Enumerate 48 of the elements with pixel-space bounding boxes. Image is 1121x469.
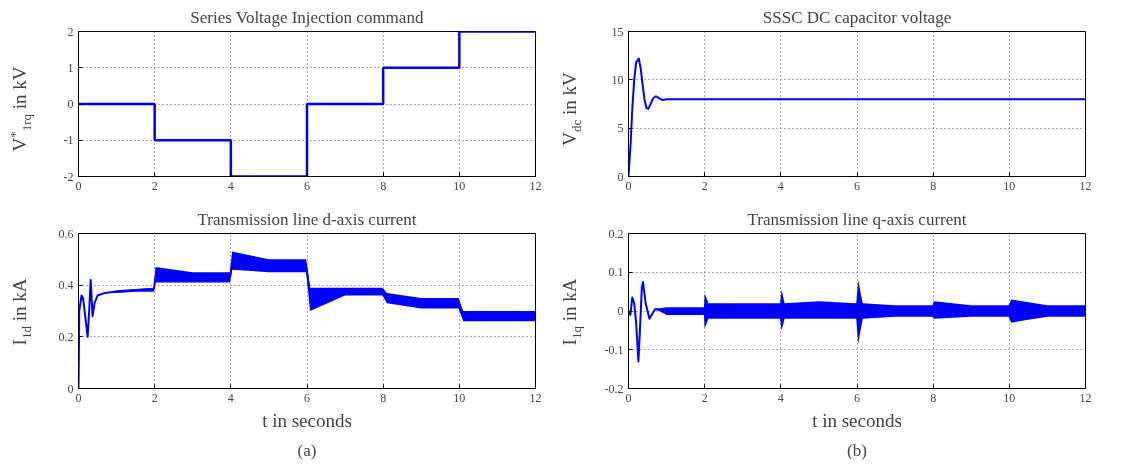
x-tick-label: 8 bbox=[380, 178, 387, 193]
x-tick-label: 8 bbox=[930, 178, 937, 193]
y-tick-label: 0.1 bbox=[608, 265, 624, 280]
y-tick-label: 0.2 bbox=[58, 329, 74, 344]
x-tick-label: 2 bbox=[701, 390, 708, 405]
y-tick-label: -1 bbox=[63, 133, 74, 148]
y-tick-label: 0.6 bbox=[58, 226, 74, 241]
x-tick-label: 4 bbox=[227, 178, 234, 193]
y-tick-label: 0 bbox=[617, 304, 624, 318]
x-tick-label: 4 bbox=[227, 390, 234, 405]
x-axis-title: t in seconds bbox=[812, 409, 902, 431]
x-tick-label: 4 bbox=[777, 390, 784, 405]
x-tick-label: 6 bbox=[854, 178, 860, 193]
x-tick-label: 12 bbox=[1079, 178, 1092, 193]
x-tick-label: 12 bbox=[529, 178, 542, 193]
y-tick-label: 2 bbox=[67, 24, 74, 39]
x-tick-label: 2 bbox=[151, 178, 158, 193]
chart-title: Transmission line d-axis current bbox=[197, 209, 417, 229]
text: (b) bbox=[847, 440, 867, 460]
y-tick-label: 10 bbox=[611, 72, 624, 87]
x-tick-label: 4 bbox=[777, 178, 784, 193]
text: (a) bbox=[297, 440, 317, 460]
y-tick-label: -0.1 bbox=[604, 342, 624, 357]
y-tick-label: 0.4 bbox=[58, 278, 74, 293]
x-tick-label: 12 bbox=[1079, 390, 1092, 405]
y-tick-label: 0.2 bbox=[608, 226, 624, 241]
x-tick-label: 10 bbox=[1003, 390, 1016, 405]
chart-title: Series Voltage Injection command bbox=[190, 7, 424, 27]
x-tick-label: 10 bbox=[453, 178, 466, 193]
y-tick-label: 1 bbox=[67, 60, 74, 75]
y-tick-label: 15 bbox=[611, 24, 624, 39]
x-tick-label: 10 bbox=[453, 390, 466, 405]
x-tick-label: 10 bbox=[1003, 178, 1016, 193]
x-tick-label: 6 bbox=[304, 178, 310, 193]
x-tick-label: 6 bbox=[304, 390, 310, 405]
x-tick-label: 2 bbox=[701, 178, 708, 193]
x-tick-label: 12 bbox=[529, 390, 542, 405]
y-tick-label: 5 bbox=[617, 121, 624, 136]
x-tick-label: 8 bbox=[380, 390, 387, 405]
y-tick-label: -2 bbox=[63, 169, 74, 184]
y-tick-label: -0.2 bbox=[604, 381, 624, 396]
chart-title: Transmission line q-axis current bbox=[747, 209, 967, 229]
y-tick-label: 0 bbox=[67, 97, 74, 111]
chart-title: SSSC DC capacitor voltage bbox=[762, 7, 952, 27]
x-tick-label: 8 bbox=[930, 390, 937, 405]
x-axis-title: t in seconds bbox=[262, 409, 352, 431]
x-tick-label: 2 bbox=[151, 390, 158, 405]
x-tick-label: 6 bbox=[854, 390, 860, 405]
